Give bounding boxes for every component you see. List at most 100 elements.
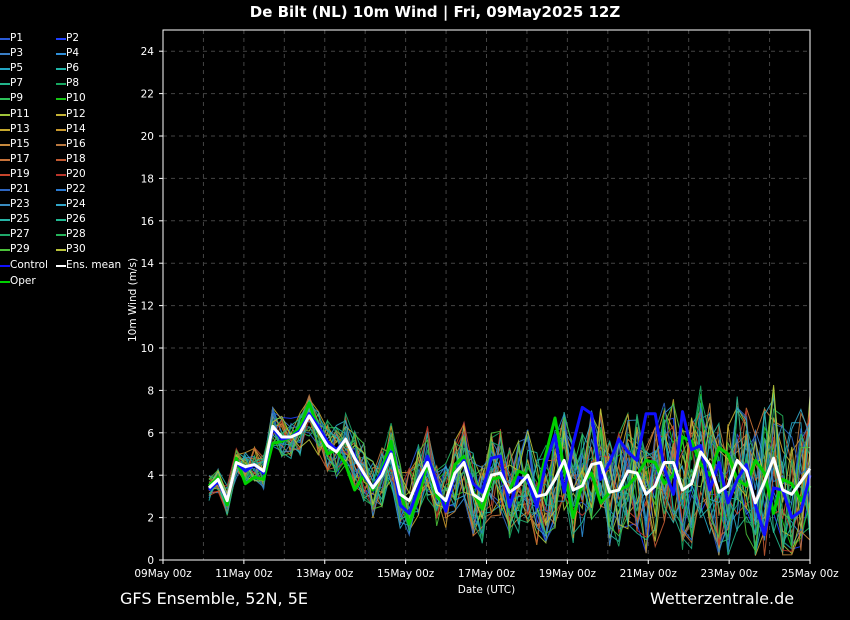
legend-label: P22 xyxy=(66,183,86,195)
legend-label: P28 xyxy=(66,228,86,241)
legend-label: Control xyxy=(10,258,48,271)
legend-swatch xyxy=(0,38,10,40)
legend-swatch xyxy=(0,68,10,71)
x-tick-label: 25May 00z xyxy=(781,568,839,580)
legend-label: P14 xyxy=(66,122,86,135)
legend-swatch xyxy=(56,68,66,71)
legend-label: P18 xyxy=(66,152,86,165)
legend-swatch xyxy=(56,219,66,222)
legend-swatch xyxy=(0,98,10,101)
legend-swatch xyxy=(56,53,66,56)
series-line-p30 xyxy=(208,384,811,542)
legend-label: P21 xyxy=(10,183,30,195)
x-tick-label: 09May 00z xyxy=(134,568,192,580)
y-tick-label: 14 xyxy=(141,258,155,270)
x-axis-label: Date (UTC) xyxy=(458,584,515,596)
series-line-ens-mean xyxy=(207,414,812,505)
legend-swatch xyxy=(56,38,66,40)
legend-swatch xyxy=(0,128,10,131)
y-tick-label: 24 xyxy=(141,46,155,58)
legend-swatch xyxy=(0,173,10,176)
legend-swatch xyxy=(0,219,10,222)
legend-swatch xyxy=(56,204,66,207)
x-tick-label: 11May 00z xyxy=(215,568,273,580)
legend-swatch xyxy=(0,83,10,86)
legend-label: P2 xyxy=(66,32,80,44)
legend-label: P29 xyxy=(10,243,30,256)
legend-swatch xyxy=(56,264,66,267)
y-tick-label: 18 xyxy=(141,173,154,185)
legend-swatch xyxy=(56,249,66,252)
legend-swatch xyxy=(56,98,66,101)
x-tick-label: 19May 00z xyxy=(539,568,597,580)
legend-label: P19 xyxy=(10,167,30,180)
y-tick-label: 4 xyxy=(147,470,154,482)
series-line-control xyxy=(207,405,812,537)
legend-label: Oper xyxy=(10,274,36,287)
legend-swatch xyxy=(0,189,10,191)
legend-swatch xyxy=(0,249,10,252)
legend-swatch xyxy=(0,143,10,146)
series-line-p11 xyxy=(208,395,811,555)
x-tick-label: 21May 00z xyxy=(620,568,678,580)
legend-swatch xyxy=(56,173,66,176)
legend-label: P25 xyxy=(10,213,30,226)
legend-label: P30 xyxy=(66,243,86,256)
legend-label: P6 xyxy=(66,62,80,75)
y-tick-label: 12 xyxy=(141,301,154,313)
y-tick-label: 20 xyxy=(141,131,154,143)
legend-label: P17 xyxy=(10,152,30,165)
legend-swatch xyxy=(56,83,66,86)
legend-label: P12 xyxy=(66,107,86,120)
legend-label: P5 xyxy=(10,62,24,75)
y-axis-label: 10m Wind (m/s) xyxy=(127,258,139,342)
legend-label: P24 xyxy=(66,198,86,211)
legend-swatch xyxy=(56,189,66,191)
legend-label: P15 xyxy=(10,137,30,150)
y-tick-label: 6 xyxy=(147,428,154,440)
series-line-p27 xyxy=(208,395,811,554)
y-tick-label: 22 xyxy=(141,89,154,101)
legend-swatch xyxy=(0,53,10,56)
legend-label: P10 xyxy=(66,92,86,105)
legend-swatch xyxy=(56,234,66,237)
legend-swatch xyxy=(0,264,10,267)
chart-title: De Bilt (NL) 10m Wind | Fri, 09May2025 1… xyxy=(249,3,621,21)
footer-model-info: GFS Ensemble, 52N, 5E xyxy=(120,589,308,608)
legend-swatch xyxy=(0,234,10,237)
legend-label: P11 xyxy=(10,107,30,120)
footer-source: Wetterzentrale.de xyxy=(650,589,795,608)
x-tick-label: 13May 00z xyxy=(296,568,354,580)
legend-label: P20 xyxy=(66,167,86,180)
legend-label: Ens. mean xyxy=(66,258,122,271)
legend-label: P3 xyxy=(10,47,24,60)
x-tick-label: 17May 00z xyxy=(458,568,516,580)
series-layer xyxy=(207,401,812,537)
legend-label: P9 xyxy=(10,92,24,105)
legend-label: P16 xyxy=(66,137,86,150)
y-tick-label: 0 xyxy=(147,555,154,567)
y-tick-label: 8 xyxy=(147,385,154,397)
legend-label: P1 xyxy=(10,32,24,44)
legend-swatch xyxy=(56,113,66,116)
legend-label: P8 xyxy=(66,77,80,90)
legend-swatch xyxy=(56,128,66,131)
legend-label: P13 xyxy=(10,122,30,135)
legend-swatch xyxy=(0,280,10,283)
y-tick-label: 10 xyxy=(141,343,154,355)
legend-swatch xyxy=(0,158,10,161)
legend-label: P23 xyxy=(10,198,30,211)
x-tick-label: 15May 00z xyxy=(377,568,435,580)
x-tick-label: 23May 00z xyxy=(700,568,758,580)
legend-label: P4 xyxy=(66,47,80,60)
y-tick-label: 2 xyxy=(147,513,154,525)
legend-swatch xyxy=(56,143,66,146)
series-line-p17 xyxy=(208,396,811,551)
legend-swatch xyxy=(0,204,10,207)
legend-label: P26 xyxy=(66,213,86,226)
y-tick-label: 16 xyxy=(141,216,155,228)
legend-label: P27 xyxy=(10,228,30,241)
legend-swatch xyxy=(0,113,10,116)
